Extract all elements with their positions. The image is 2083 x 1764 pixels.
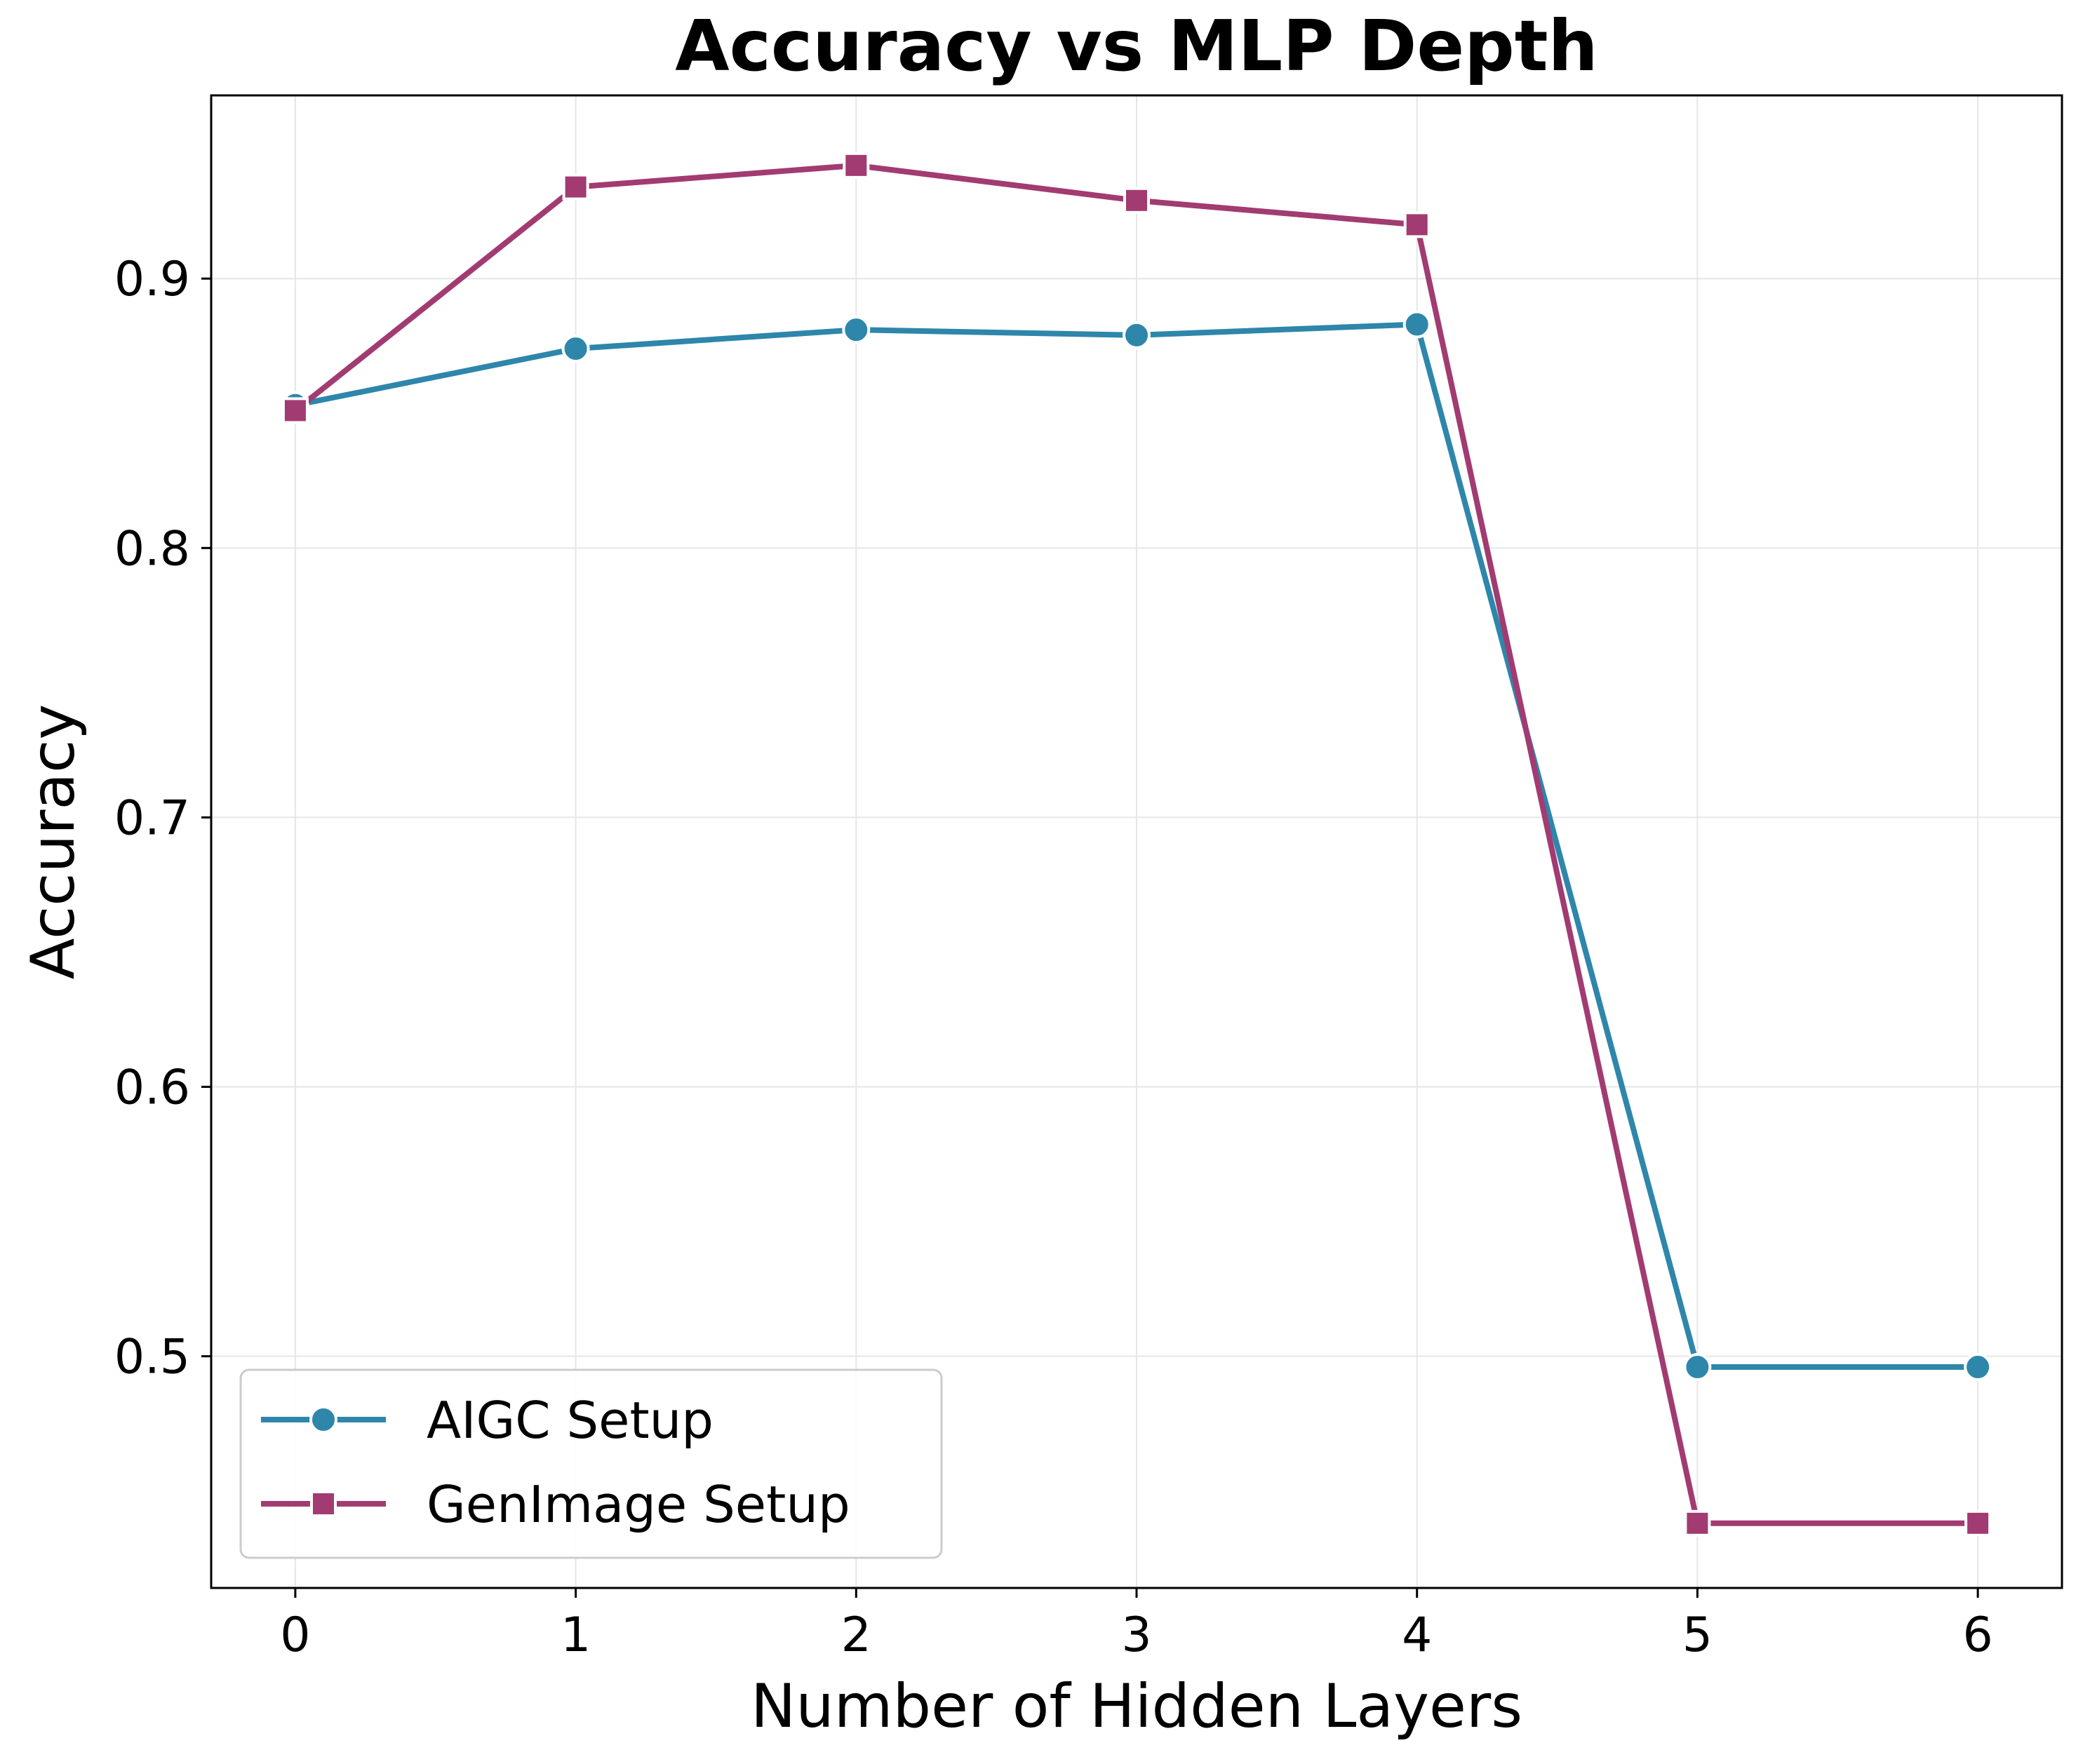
legend-box [239,1368,943,1559]
chart-title: Accuracy vs MLP Depth [675,5,1598,87]
data-point [843,152,870,179]
x-axis-label: Number of Hidden Layers [751,1671,1522,1742]
data-point [1403,211,1431,238]
data-point [1402,310,1431,339]
series-genimage [281,152,1992,1537]
data-point [842,316,871,344]
data-point [1123,321,1151,349]
x-tick-label: 3 [1121,1608,1151,1663]
x-tick-label: 4 [1402,1608,1432,1663]
legend-marker [310,1490,337,1517]
data-point [281,397,309,424]
legend-entry: GenImage Setup [261,1475,850,1534]
y-tick-label: 0.7 [114,790,190,846]
legend-label: GenImage Setup [427,1475,850,1534]
x-tick-label: 1 [561,1608,591,1663]
data-point [1683,1353,1712,1382]
ticks: 0 1 2 3 4 5 6 0.5 0.6 0.7 0.8 0.9 [114,252,1993,1663]
data-point [562,173,589,201]
data-point [561,335,590,363]
series-layer [281,152,1992,1537]
data-point [1123,187,1150,214]
grid [211,95,2062,1588]
y-tick-label: 0.9 [114,252,190,307]
legend-label: AIGC Setup [427,1391,714,1450]
legend: AIGC Setup GenImage Setup [239,1368,943,1559]
x-tick-label: 6 [1962,1608,1992,1663]
x-tick-label: 0 [280,1608,310,1663]
legend-entry: AIGC Setup [261,1391,714,1450]
y-tick-label: 0.5 [114,1330,190,1385]
x-tick-label: 5 [1682,1608,1713,1663]
data-point [1964,1353,1992,1382]
data-point [1964,1509,1992,1537]
legend-entries: AIGC Setup GenImage Setup [261,1391,850,1534]
y-tick-label: 0.8 [114,521,190,577]
y-axis-label: Accuracy [18,704,88,980]
data-point [1684,1509,1711,1537]
y-tick-label: 0.6 [114,1061,190,1116]
x-tick-label: 2 [841,1608,871,1663]
legend-marker [309,1406,337,1434]
